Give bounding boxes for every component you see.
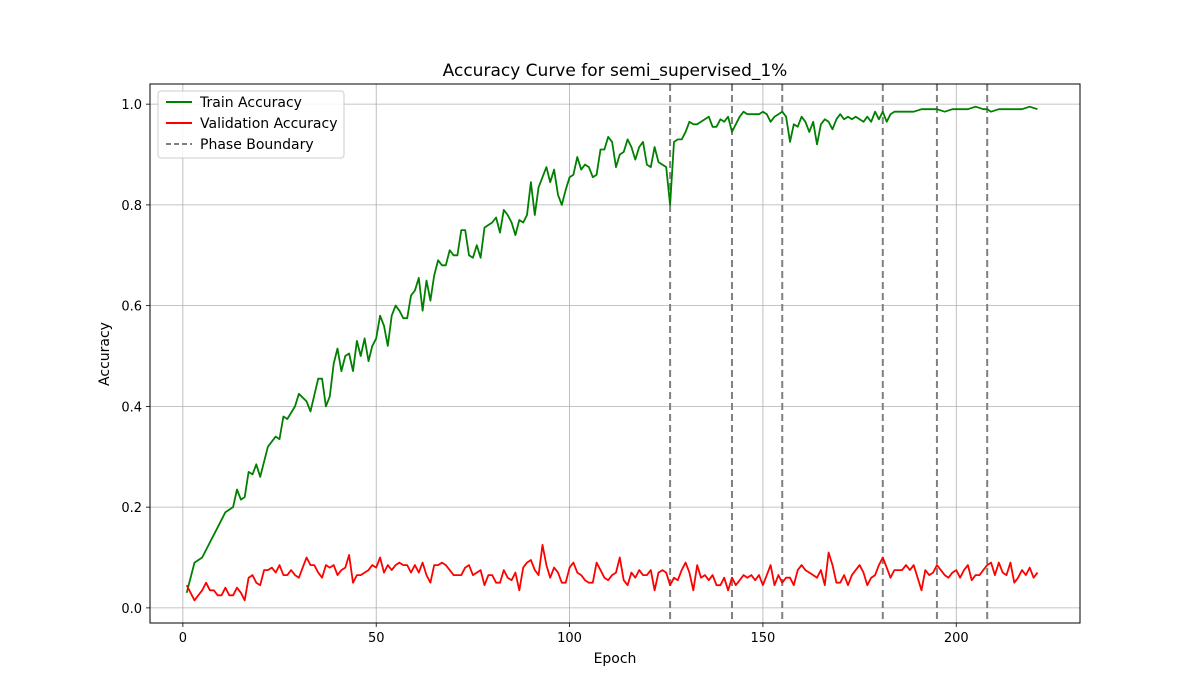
chart-title: Accuracy Curve for semi_supervised_1% <box>443 61 788 81</box>
grid-lines <box>150 84 1080 623</box>
plot-frame <box>149 83 1081 624</box>
validation-accuracy-line <box>185 544 1039 602</box>
x-axis-label: Epoch <box>594 651 637 667</box>
y-tick-label: 1.0 <box>121 98 142 113</box>
series-lines <box>185 105 1039 602</box>
y-axis-ticks: 0.0 0.2 0.4 0.6 0.8 1.0 <box>121 98 150 617</box>
legend-label-train-accuracy: Train Accuracy <box>199 95 302 111</box>
y-tick-label: 0.4 <box>121 400 142 415</box>
phase-boundaries <box>669 84 989 623</box>
y-tick-label: 0.6 <box>121 300 142 315</box>
x-axis-ticks: 0 50 100 150 200 <box>179 623 969 646</box>
y-tick-label: 0.2 <box>121 501 142 516</box>
x-tick-label: 200 <box>944 631 969 646</box>
legend-label-phase-boundary: Phase Boundary <box>200 137 314 153</box>
x-tick-label: 0 <box>179 631 187 646</box>
y-axis-label: Accuracy <box>97 322 113 386</box>
x-tick-label: 150 <box>750 631 775 646</box>
legend: Train Accuracy Validation Accuracy Phase B… <box>157 90 345 159</box>
y-tick-label: 0.8 <box>121 199 142 214</box>
legend-box <box>157 90 345 159</box>
x-tick-label: 50 <box>368 631 385 646</box>
x-tick-label: 100 <box>557 631 582 646</box>
train-accuracy-line <box>185 105 1038 594</box>
y-tick-label: 0.0 <box>121 602 142 617</box>
legend-label-validation-accuracy: Validation Accuracy <box>200 116 338 132</box>
